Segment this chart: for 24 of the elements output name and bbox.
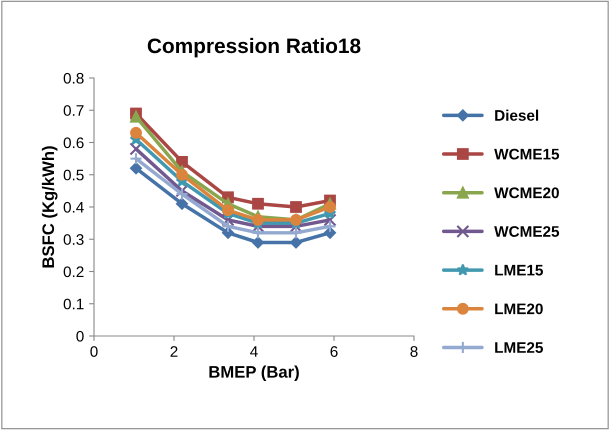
y-tick-label: 0.2 [64, 266, 84, 278]
x-tick-label: 8 [410, 346, 418, 357]
legend-label: LME25 [495, 342, 543, 353]
y-tick-label: 0 [76, 330, 84, 342]
y-axis-title: BSFC (Kg/kWh) [42, 146, 58, 268]
x-tick-label: 2 [170, 346, 178, 357]
legend-label: WCME15 [494, 148, 560, 160]
y-tick-label: 0.4 [64, 202, 84, 213]
x-axis-title: BMEP (Bar) [209, 366, 299, 382]
y-tick-label: 0.5 [64, 170, 84, 180]
legend-label: Diesel [495, 110, 538, 121]
x-tick-label: 6 [330, 346, 338, 357]
legend-label: WCME25 [494, 226, 560, 237]
y-tick-label: 0.8 [64, 72, 84, 84]
legend-label: WCME20 [494, 187, 559, 198]
y-tick-label: 0.7 [64, 105, 84, 116]
y-tick-label: 0.3 [64, 234, 84, 245]
legend-label: LME20 [495, 303, 543, 314]
x-tick-label: 0 [90, 346, 98, 357]
chart-title: Compression Ratio18 [148, 38, 360, 58]
x-tick-label: 4 [250, 346, 258, 357]
y-tick-label: 0.1 [64, 298, 84, 310]
legend-label: LME15 [495, 264, 543, 276]
y-tick-label: 0.6 [64, 137, 84, 148]
